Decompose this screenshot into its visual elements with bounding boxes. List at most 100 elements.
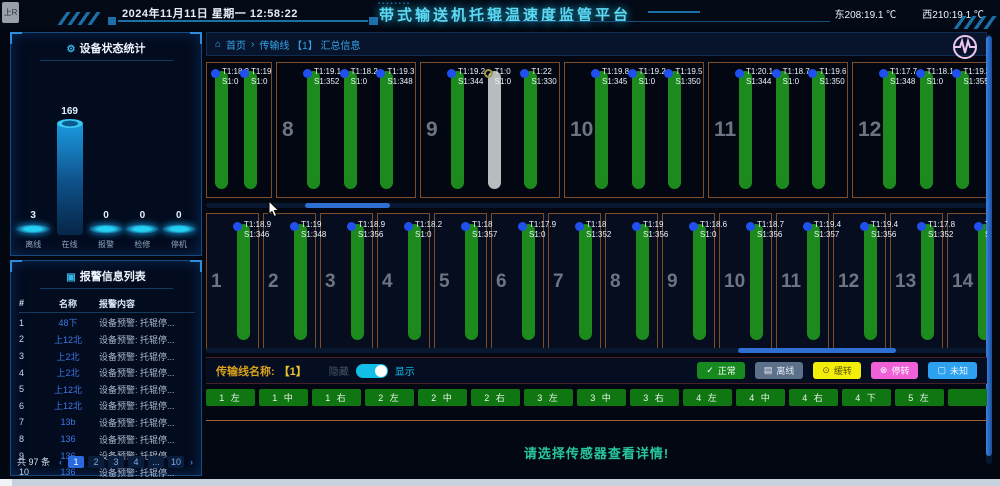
speed-value: S1:0 (926, 77, 944, 86)
sensor-bar[interactable]: T1:19.1 S1:352 (303, 67, 341, 191)
window-tab[interactable]: 上R (2, 2, 19, 23)
sensor-bar[interactable]: T1:19.4 S1:356 (860, 220, 898, 342)
sensor-group-panel[interactable]: 5 T1:18 S1:357 (434, 213, 497, 351)
sensor-bar[interactable]: T1:18 S1:352 (575, 220, 611, 342)
sensor-group-panel[interactable]: 8 T1:19.1 S1:352 T1:18.2 S1:0 T1:19.3 S1:348 (276, 62, 416, 198)
pagination-page[interactable]: 10 (168, 455, 184, 468)
sensor-bar[interactable]: T1:19.6 S1:350 (808, 67, 846, 191)
bar-shape (487, 71, 501, 189)
legend-button-停转[interactable]: ⊗ 停转 (870, 362, 919, 379)
sensor-group-panel[interactable]: 14 T1:S1: (947, 213, 987, 351)
legend-button-缓转[interactable]: ⊙ 缓转 (813, 362, 861, 379)
sensor-bar[interactable]: T1:17.9 S1:0 (518, 220, 556, 342)
sensor-select-button[interactable]: 3 右 (630, 389, 679, 406)
table-row[interactable]: 1 48下 设备预警: 托辊停... (19, 315, 195, 332)
sensor-bar[interactable]: T1:19.3S1:355 (952, 67, 987, 191)
sensor-bar[interactable]: T1:18.9 S1:356 (347, 220, 385, 342)
legend-button-离线[interactable]: ▤ 离线 (754, 362, 804, 379)
sensor-select-button[interactable]: 5 左 (895, 389, 944, 406)
sensor-bar[interactable]: T1:17.8 S1:352 (917, 220, 955, 342)
sensor-bar[interactable]: T1:18.3 S1:0 (211, 67, 249, 191)
table-row[interactable]: 4 上2北 设备预警: 托辊停... (19, 364, 195, 381)
sensor-bar[interactable]: T1:18.9 S1:346 (233, 220, 271, 342)
sensor-group-panel[interactable]: 8 T1:19 S1:356 (605, 213, 668, 351)
bar-shape (775, 71, 789, 189)
table-row[interactable]: 10 136 设备预警: 托辊停... (19, 464, 195, 481)
pagination-prev[interactable]: ‹ (59, 456, 62, 467)
legend-button-未知[interactable]: ▢ 未知 (928, 362, 977, 379)
sensor-group-panel[interactable]: 3 T1:18.9 S1:356 (320, 213, 385, 351)
sensor-bar[interactable]: T1:18.1 S1:0 (915, 67, 954, 191)
sensor-bar[interactable]: T1:19.3 S1:348 (376, 67, 414, 191)
sensor-select-button[interactable]: 3 左 (524, 389, 573, 406)
hscrollbar-track-bottom[interactable] (206, 348, 987, 353)
pagination-next[interactable]: › (190, 456, 193, 467)
sensor-group-panel[interactable]: 10 T1:18.7 S1:356 (719, 213, 784, 351)
sensor-select-button[interactable]: 1 左 (206, 389, 255, 406)
sensor-group-panel[interactable]: 9 T1:18.6 S1:0 (662, 213, 727, 351)
hscrollbar-thumb-bottom[interactable] (738, 348, 896, 353)
sensor-group-panel[interactable]: 13 T1:17.8 S1:352 (890, 213, 955, 351)
legend-button-正常[interactable]: ✓ 正常 (697, 362, 745, 379)
sensor-group-panel[interactable]: 11 T1:20.1 S1:344 T1:18.7 S1:0 T1:19.6 S1:350 (708, 62, 848, 198)
sensor-bar[interactable]: T1:19.5 S1:350 (664, 67, 702, 191)
breadcrumb-home[interactable]: 首页 (226, 40, 247, 52)
vscrollbar-thumb[interactable] (986, 36, 992, 456)
sensor-bar[interactable]: T1:18.7 S1:356 (746, 220, 784, 342)
table-row[interactable]: 2 上12北 设备预警: 托辊停... (19, 331, 195, 348)
sensor-bar[interactable]: T1:20.1 S1:344 (735, 67, 773, 191)
sensor-group-panel[interactable]: 10 T1:19.8 S1:345 T1:19.2 S1:0 T1:19.5 S1:350 (564, 62, 704, 198)
sensor-bar[interactable]: T1:18.7 S1:0 (771, 67, 810, 191)
sensor-bar[interactable]: T1:19.2 S1:344 (447, 67, 485, 191)
sensor-bar[interactable]: T1:19.4 S1:357 (803, 220, 841, 342)
pagination-page[interactable]: 3 (108, 455, 124, 468)
bottom-scrollbar-strip[interactable] (0, 479, 1000, 486)
sensor-bar[interactable]: T1:18.2 S1:0 (339, 67, 378, 191)
sensor-select-button[interactable] (948, 389, 987, 406)
sensor-select-button[interactable]: 2 右 (471, 389, 520, 406)
sensor-group-panel[interactable]: 12 T1:17.7S1:348 T1:18.1S1:0 T1:19.3S1:355 (852, 62, 987, 198)
table-row[interactable]: 7 13b 设备预警: 托辊停... (19, 414, 195, 431)
sensor-group-panel[interactable]: 1 T1:18.9 S1:346 (206, 213, 271, 351)
sensor-bar[interactable]: T1:S1: (974, 220, 987, 342)
sensor-select-button[interactable]: 2 中 (418, 389, 467, 406)
cell-name: 上2北 (56, 368, 80, 379)
sensor-bar[interactable]: T1:18 S1:357 (461, 220, 497, 342)
pagination-page[interactable]: 4 (128, 455, 144, 468)
pagination-page[interactable]: ... (148, 455, 164, 468)
pagination-page[interactable]: 2 (88, 455, 104, 468)
sensor-bar[interactable]: T1:17.7 S1:348 (879, 67, 917, 191)
table-row[interactable]: 3 上2北 设备预警: 托辊停... (19, 348, 195, 365)
table-row[interactable]: 5 上12北 设备预警: 托辊停... (19, 381, 195, 398)
sensor-select-button[interactable]: 2 左 (365, 389, 414, 406)
sensor-select-button[interactable]: 4 下 (842, 389, 891, 406)
hscrollbar-track-top[interactable] (206, 203, 987, 208)
sensor-group-panel[interactable]: T1:18.3 S1:0 T1:19 S1:0 (206, 62, 272, 198)
pagination-page[interactable]: 1 (68, 455, 84, 468)
table-row[interactable]: 8 136 设备预警: 托辊停... (19, 431, 195, 448)
sensor-bar[interactable]: T1:0 S1:0 (483, 67, 521, 191)
sensor-bar[interactable]: T1:22 S1:330 (520, 67, 557, 191)
sensor-bar[interactable]: T1:18.2 S1:0 (404, 220, 442, 342)
sensor-bar[interactable]: T1:19.2 S1:0 (627, 67, 666, 191)
table-row[interactable]: 6 上12北 设备预警: 托辊停... (19, 398, 195, 415)
sensor-bar[interactable]: T1:18.6 S1:0 (689, 220, 727, 342)
display-toggle[interactable] (355, 363, 388, 378)
sensor-bar[interactable]: T1:19 S1:348 (290, 220, 326, 342)
sensor-group-panel[interactable]: 2 T1:19 S1:348 (263, 213, 326, 351)
sensor-bar[interactable]: T1:19.8 S1:345 (591, 67, 629, 191)
sensor-group-panel[interactable]: 9 T1:19.2 S1:344 T1:0 S1:0 T1:22 S1:330 (420, 62, 560, 198)
sensor-select-button[interactable]: 4 左 (683, 389, 732, 406)
sensor-select-button[interactable]: 3 中 (577, 389, 626, 406)
sensor-select-button[interactable]: 1 右 (312, 389, 361, 406)
sensor-bar[interactable]: T1:19 S1:356 (632, 220, 668, 342)
sensor-select-button[interactable]: 4 中 (736, 389, 785, 406)
sensor-group-panel[interactable]: 7 T1:18 S1:352 (548, 213, 611, 351)
home-icon[interactable]: ⌂ (215, 38, 222, 50)
sensor-group-panel[interactable]: 6 T1:17.9 S1:0 (491, 213, 556, 351)
sensor-select-button[interactable]: 4 右 (789, 389, 838, 406)
hscrollbar-thumb-top[interactable] (305, 203, 390, 208)
sensor-select-button[interactable]: 1 中 (259, 389, 308, 406)
sensor-bar[interactable]: T1:19 S1:0 (240, 67, 271, 191)
